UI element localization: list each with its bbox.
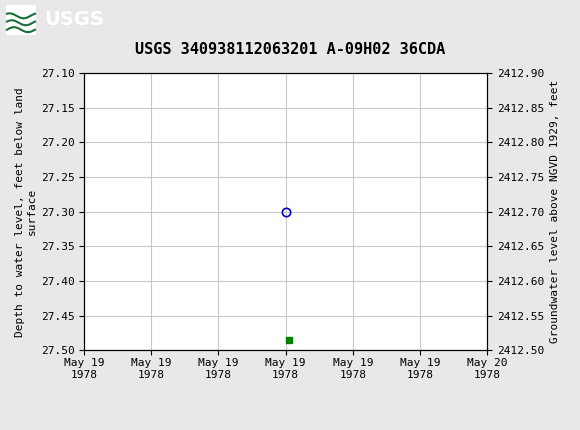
Y-axis label: Groundwater level above NGVD 1929, feet: Groundwater level above NGVD 1929, feet xyxy=(550,80,560,344)
Y-axis label: Depth to water level, feet below land
surface: Depth to water level, feet below land su… xyxy=(15,87,37,337)
Bar xyxy=(6,5,36,35)
Text: USGS: USGS xyxy=(44,10,104,29)
Text: USGS 340938112063201 A-09H02 36CDA: USGS 340938112063201 A-09H02 36CDA xyxy=(135,42,445,57)
